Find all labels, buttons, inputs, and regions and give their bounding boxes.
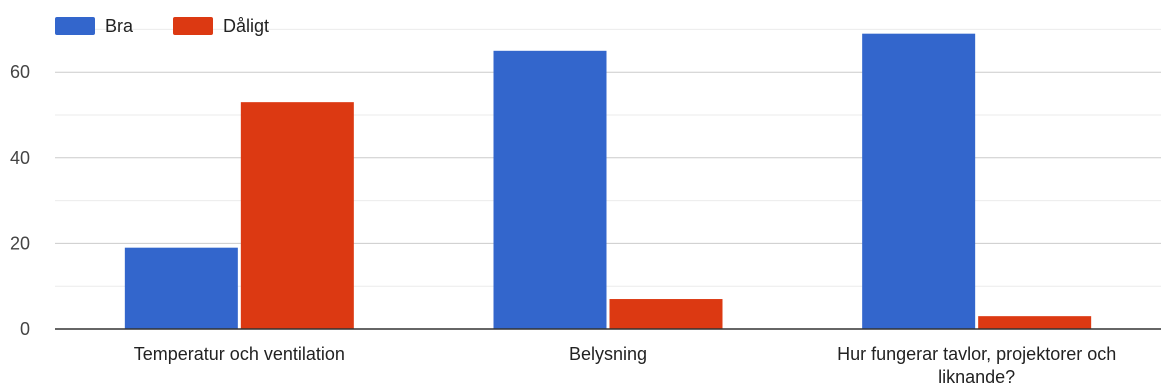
- x-category-label: liknande?: [938, 367, 1015, 387]
- bar-bra: [124, 247, 238, 329]
- legend-swatch-bra: [55, 17, 95, 35]
- bar-daligt: [978, 316, 1092, 329]
- legend: Bra Dåligt: [55, 16, 269, 36]
- x-category-label: Temperatur och ventilation: [134, 344, 345, 364]
- y-tick-label: 40: [10, 148, 30, 168]
- gridlines: [55, 28, 1161, 287]
- bar-daligt: [240, 102, 354, 329]
- x-axis-labels: Temperatur och ventilation Belysning Hur f…: [134, 344, 1116, 387]
- legend-swatch-daligt: [173, 17, 213, 35]
- y-tick-label: 0: [20, 319, 30, 339]
- x-category-label: Hur fungerar tavlor, projektorer och: [837, 344, 1116, 364]
- x-category-label: Belysning: [569, 344, 647, 364]
- y-tick-label: 20: [10, 233, 30, 253]
- bar-bra: [862, 33, 976, 330]
- y-tick-label: 60: [10, 62, 30, 82]
- bar-daligt: [609, 299, 723, 329]
- legend-label-daligt: Dåligt: [223, 16, 269, 36]
- legend-label-bra: Bra: [105, 16, 134, 36]
- bars: [124, 33, 1092, 330]
- bar-bra: [493, 50, 607, 330]
- y-axis-ticks: 0 20 40 60: [10, 62, 30, 339]
